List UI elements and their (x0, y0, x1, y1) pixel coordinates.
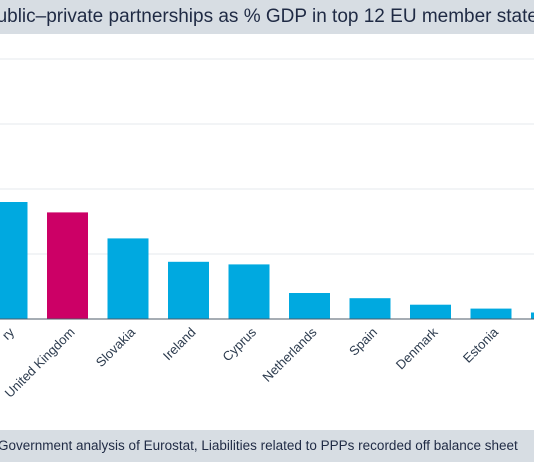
tick-label: ry (0, 324, 17, 343)
bar-spain (349, 298, 391, 319)
bar-netherlands (289, 293, 330, 319)
bar-cyprus (228, 264, 270, 319)
title-bar: public–private partnerships as % GDP in … (0, 0, 534, 34)
bars (0, 202, 534, 319)
chart-area: ry United Kingdom Slovakia Ireland Cyprus Net… (0, 34, 534, 430)
bar-estonia (470, 308, 512, 319)
tick-label: Cyprus (219, 324, 259, 364)
bar-united-kingdom (47, 212, 88, 319)
bar-bel (531, 312, 534, 319)
bar-slovakia (107, 238, 149, 319)
source-note: Government analysis of Eurostat, Liabili… (0, 438, 518, 453)
tick-label: Ireland (160, 325, 199, 364)
gridlines (0, 58, 534, 255)
tick-label: Denmark (393, 324, 441, 372)
bar-ry (0, 202, 28, 319)
bar-ireland (168, 261, 209, 319)
tick-label: Estonia (460, 324, 502, 366)
tick-label: Netherlands (259, 324, 320, 385)
tick-label: Spain (346, 325, 380, 359)
bar-denmark (410, 304, 451, 319)
tick-label: Slovakia (93, 324, 139, 370)
chart-title: public–private partnerships as % GDP in … (0, 6, 534, 27)
source-bar: Government analysis of Eurostat, Liabili… (0, 430, 534, 462)
